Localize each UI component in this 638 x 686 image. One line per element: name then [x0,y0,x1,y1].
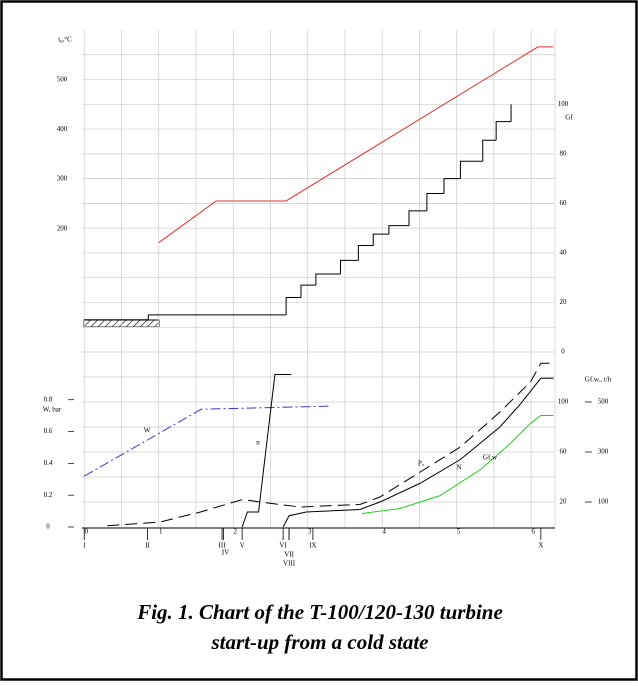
x-tick-label: 4 [382,528,386,536]
step-segment [285,297,301,315]
event-label: VII [284,551,294,559]
event-label: VI [279,542,287,550]
event-label: I [83,542,86,550]
y-tick-label: 400 [57,125,68,133]
event-label: VIII [283,560,296,568]
step-segment [408,210,427,226]
series-line [107,362,554,527]
event-label: V [240,542,245,550]
step-segment [372,233,389,246]
series-label: N [456,464,461,472]
series-line [241,374,292,528]
y2-tick-label: 40 [560,249,568,257]
series-line [158,46,554,244]
y-axis-title: W, bar [43,406,62,414]
y-tick-label: 0.2 [44,491,53,499]
y-tick-label: 0.4 [44,459,53,467]
series-label: Gf.w [483,454,498,462]
step-segment [357,244,374,261]
y-tick-label: 300 [57,175,68,183]
series-line [282,377,554,528]
event-label: III [219,542,227,550]
event-label: II [145,542,150,550]
event-label: IX [309,542,316,550]
y2-tick-label: 60 [560,448,568,456]
x-tick-label: 1 [159,528,163,536]
y2-tick-label: 0 [561,348,565,356]
step-segment [495,121,512,141]
y2-tick-label: 100 [558,100,569,108]
y2-tick-label: 100 [558,398,569,406]
step-segment [426,192,445,211]
y2-tick-label: 80 [560,149,568,157]
step-segment [388,225,410,235]
step-segment [443,178,461,194]
series-label: Pₒ [418,460,424,468]
y3-tick-label: 500 [598,398,609,406]
x-tick-label: 6 [531,528,535,536]
step-segment [482,139,497,162]
step-segment [300,284,316,298]
y-tick-label: 0 [46,523,50,531]
x-tick-label: 3 [308,528,312,536]
series-line [362,415,554,514]
x-tick-label: 0 [84,528,88,536]
y2-tick-label: 20 [560,498,568,506]
y2-tick-label: 60 [560,199,568,207]
y-tick-label: 500 [57,75,68,83]
step-segment [459,160,483,179]
series-label: n [256,439,260,447]
y3-tick-label: 300 [598,448,609,456]
y-tick-label: 200 [57,224,68,232]
x-tick-label: 2 [233,528,237,536]
y-axis-title: t₀,°C [58,36,72,44]
step-segment [147,314,287,320]
series-line [83,405,331,477]
y-tick-label: 0.8 [44,395,53,403]
caption-line: Fig. 1. Chart of the T-100/120-130 turbi… [136,600,503,624]
step-segment [339,259,359,274]
y3-tick-label: 100 [598,498,609,506]
event-label: IV [222,549,229,557]
y-tick-label: 0.6 [44,427,53,435]
step-segment [315,273,341,286]
series-label: W [144,427,151,435]
x-tick-label: 5 [457,528,461,536]
y2-tick-label: 20 [560,298,568,306]
event-label: X [538,542,543,550]
y2-axis-title: Gf [565,114,573,122]
caption-line: start-up from a cold state [210,630,428,654]
plot: 0 1 2 3 4 5 6 200 300 400 500 0 20 40 60 80 100 t₀,°C Gf 0 0… [43,30,612,568]
y3-axis-title: Gf.w., t/h [585,376,612,384]
